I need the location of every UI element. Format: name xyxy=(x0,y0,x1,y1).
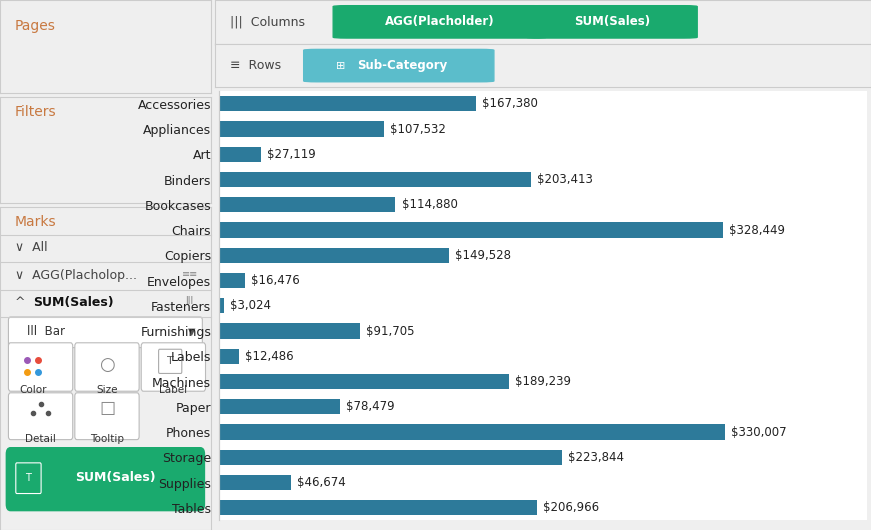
Text: $27,119: $27,119 xyxy=(267,148,316,161)
FancyBboxPatch shape xyxy=(9,343,72,391)
Text: AGG(Placholder): AGG(Placholder) xyxy=(385,15,495,29)
Bar xyxy=(219,399,340,414)
Text: $3,024: $3,024 xyxy=(230,299,271,312)
Text: ⊞: ⊞ xyxy=(336,60,346,70)
Text: $206,966: $206,966 xyxy=(543,501,598,514)
Text: Size: Size xyxy=(96,385,118,395)
Text: SUM(Sales): SUM(Sales) xyxy=(574,15,650,29)
Text: $16,476: $16,476 xyxy=(251,274,300,287)
Text: Color: Color xyxy=(19,385,46,395)
Text: $189,239: $189,239 xyxy=(516,375,571,388)
Bar xyxy=(219,248,449,263)
Text: T: T xyxy=(167,356,174,366)
Text: $328,449: $328,449 xyxy=(729,224,785,236)
Text: $223,844: $223,844 xyxy=(569,451,625,464)
Bar xyxy=(219,121,384,137)
Text: ∨  All: ∨ All xyxy=(15,241,47,254)
FancyBboxPatch shape xyxy=(304,49,494,82)
Text: $203,413: $203,413 xyxy=(537,173,593,186)
Text: $330,007: $330,007 xyxy=(731,426,787,438)
Text: ▼: ▼ xyxy=(188,327,196,337)
FancyBboxPatch shape xyxy=(334,6,546,38)
Bar xyxy=(219,425,725,440)
FancyBboxPatch shape xyxy=(75,343,139,391)
Text: ^: ^ xyxy=(15,296,33,309)
Text: Pages: Pages xyxy=(15,19,56,32)
FancyBboxPatch shape xyxy=(159,349,182,374)
Text: T: T xyxy=(25,473,31,483)
Text: Tooltip: Tooltip xyxy=(90,434,124,444)
Bar xyxy=(219,475,291,490)
Text: $12,486: $12,486 xyxy=(245,350,294,363)
Text: SUM(Sales): SUM(Sales) xyxy=(33,296,113,309)
Bar xyxy=(219,147,261,162)
Text: ≡  Rows: ≡ Rows xyxy=(230,59,280,72)
Text: $167,380: $167,380 xyxy=(482,98,538,110)
Text: Marks: Marks xyxy=(15,215,57,229)
Text: $114,880: $114,880 xyxy=(402,198,457,211)
Bar xyxy=(219,450,563,465)
Text: Filters: Filters xyxy=(15,105,57,119)
Bar xyxy=(219,96,476,111)
Text: Label: Label xyxy=(159,385,187,395)
Bar xyxy=(219,197,395,213)
FancyBboxPatch shape xyxy=(527,6,697,38)
Bar xyxy=(219,374,510,389)
Text: Sub-Category: Sub-Category xyxy=(357,59,447,72)
Text: $91,705: $91,705 xyxy=(366,324,415,338)
Bar xyxy=(219,223,723,237)
Bar xyxy=(219,298,224,313)
Text: $149,528: $149,528 xyxy=(455,249,510,262)
FancyBboxPatch shape xyxy=(141,343,206,391)
Text: $78,479: $78,479 xyxy=(346,400,395,413)
Bar xyxy=(219,273,245,288)
Text: Detail: Detail xyxy=(25,434,56,444)
Text: SUM(Sales): SUM(Sales) xyxy=(76,471,156,484)
Bar xyxy=(219,172,531,187)
FancyBboxPatch shape xyxy=(9,393,72,439)
FancyBboxPatch shape xyxy=(75,393,139,439)
Bar xyxy=(219,323,360,339)
FancyBboxPatch shape xyxy=(6,448,205,510)
Text: |||  Columns: ||| Columns xyxy=(230,15,305,29)
Bar xyxy=(219,349,239,364)
FancyBboxPatch shape xyxy=(9,317,202,348)
Text: lll: lll xyxy=(186,296,194,306)
Text: lll  Bar: lll Bar xyxy=(27,325,65,339)
Text: ∨  AGG(Placholop...: ∨ AGG(Placholop... xyxy=(15,269,137,281)
Text: $46,674: $46,674 xyxy=(297,476,346,489)
Text: ○: ○ xyxy=(99,356,115,374)
Text: ≡≡: ≡≡ xyxy=(181,269,198,279)
Text: ☐: ☐ xyxy=(99,401,115,419)
Bar xyxy=(219,500,537,515)
Text: $107,532: $107,532 xyxy=(390,122,446,136)
